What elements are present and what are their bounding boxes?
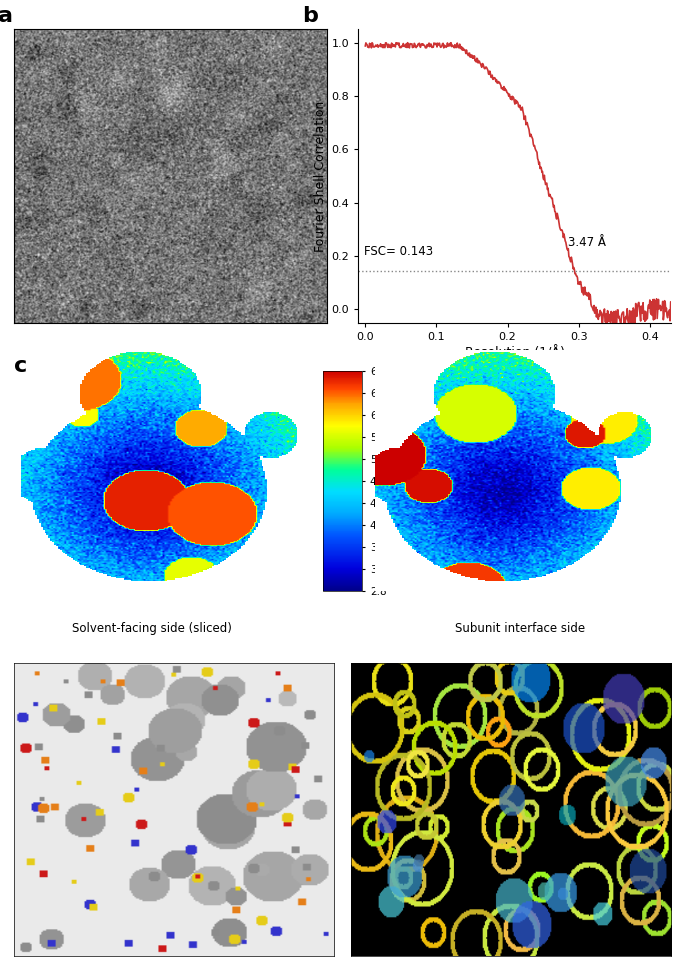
- Y-axis label: Fourier Shell Correlation: Fourier Shell Correlation: [314, 101, 327, 252]
- Text: 3.47 Å: 3.47 Å: [568, 236, 606, 249]
- Text: a: a: [0, 6, 13, 25]
- Text: b: b: [302, 6, 318, 25]
- Text: Solvent-facing side (sliced): Solvent-facing side (sliced): [72, 622, 232, 634]
- X-axis label: Resolution (1/Å): Resolution (1/Å): [465, 346, 564, 359]
- Text: FSC= 0.143: FSC= 0.143: [364, 245, 434, 258]
- Text: Subunit interface side: Subunit interface side: [455, 622, 585, 634]
- Text: c: c: [14, 356, 27, 376]
